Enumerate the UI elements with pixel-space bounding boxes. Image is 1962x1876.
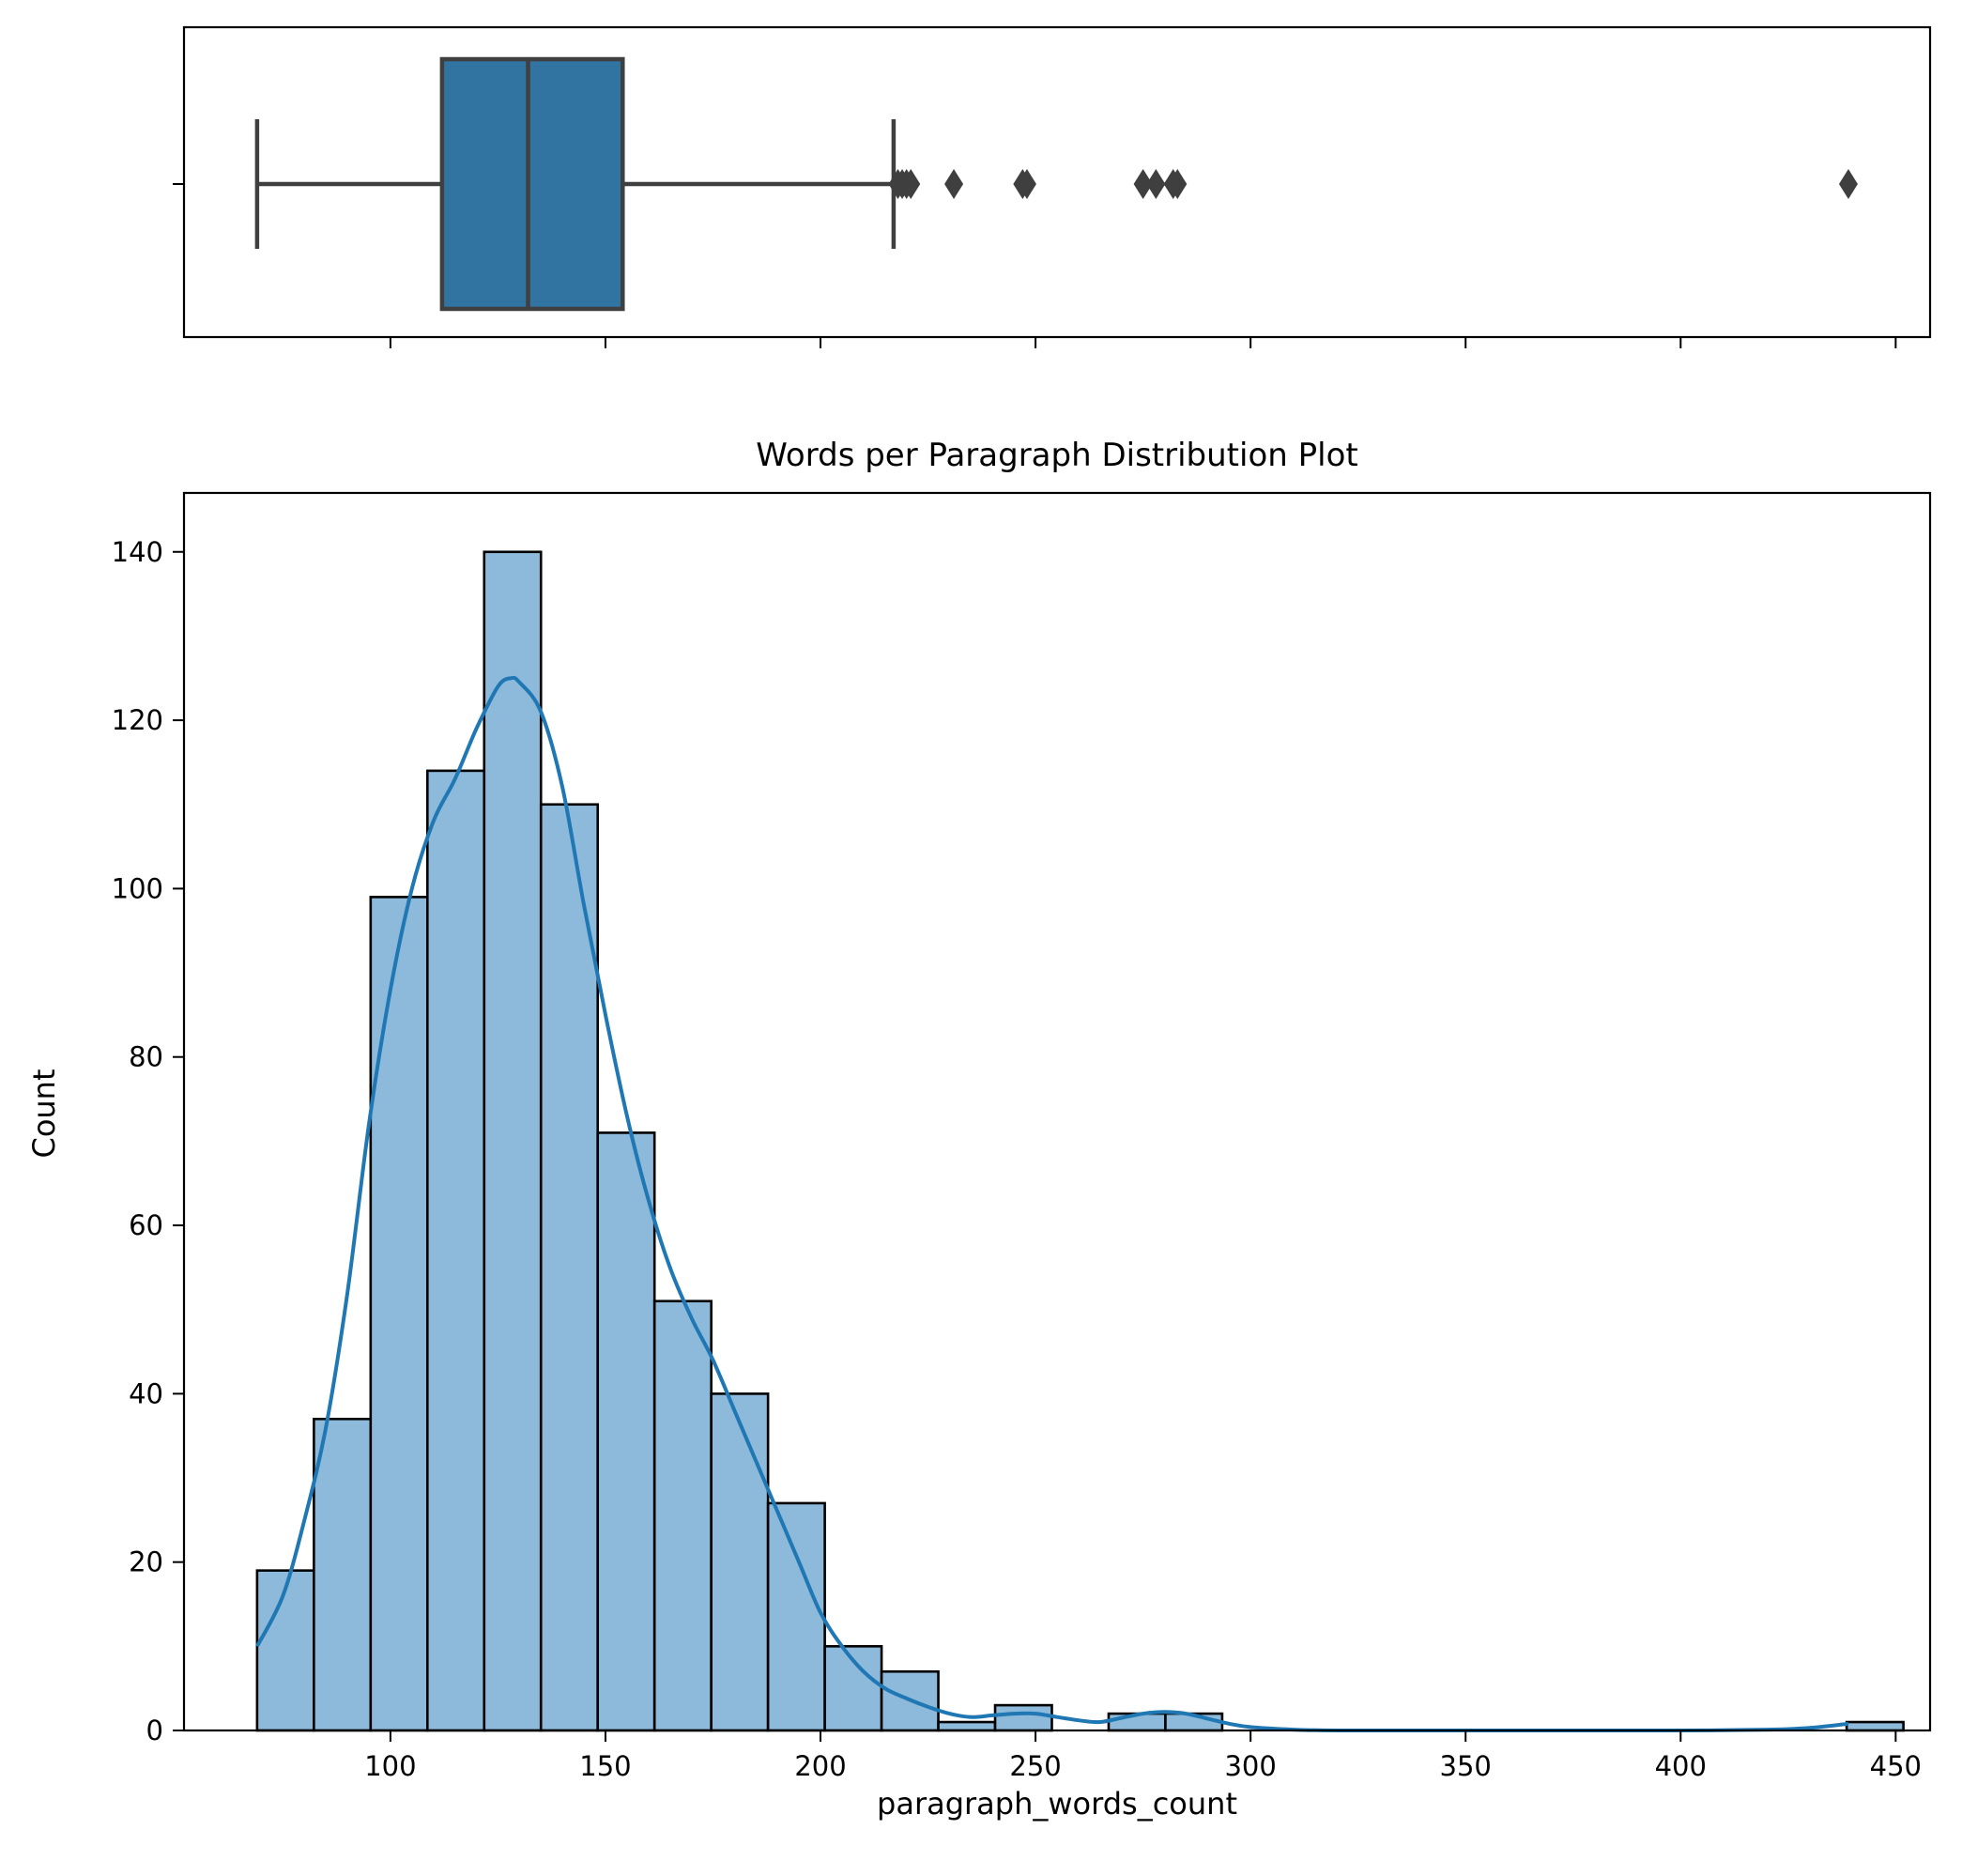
boxplot-x-ticks [389,337,1897,348]
outlier-point [944,169,964,199]
histogram-bars [255,550,1905,1732]
outlier-point [1838,169,1858,199]
x-tick-label: 400 [1655,1750,1707,1782]
boxplot-frame [182,25,1932,339]
kde-line [255,675,1849,1733]
histogram-bar [937,1720,997,1732]
histogram-bar [652,1299,713,1732]
x-tick-label: 450 [1870,1750,1922,1782]
histogram-bar [426,769,486,1732]
x-tick-label: 250 [1009,1750,1061,1782]
boxplot-body [254,56,897,312]
x-tick-label: 300 [1224,1750,1276,1782]
histogram-bar [483,550,543,1732]
boxplot-outliers [888,169,1858,199]
y-tick-label: 20 [129,1546,163,1578]
histogram-bar [1845,1720,1905,1732]
chart-title: Words per Paragraph Distribution Plot [756,437,1357,474]
x-tick-label: 200 [794,1750,846,1782]
histogram-bar [710,1392,770,1732]
y-axis-label: Count [26,1069,62,1158]
y-tick-label: 80 [129,1041,163,1073]
histogram-bar [313,1417,373,1732]
outlier-point [1168,169,1188,199]
x-axis-label: paragraph_words_count [877,1786,1237,1822]
y-tick-label: 120 [112,704,163,736]
x-tick-label: 350 [1440,1750,1492,1782]
outlier-point [1146,169,1166,199]
x-tick-label: 100 [364,1750,416,1782]
y-tick-label: 0 [146,1715,163,1746]
histogram-panel: Words per Paragraph Distribution Plot 10… [26,437,1932,1822]
outlier-point [1133,169,1153,199]
y-tick-label: 60 [129,1209,163,1241]
histogram-bar [596,1131,656,1732]
interquartile-box [439,56,625,312]
histogram-bar [766,1501,826,1732]
histogram-frame [182,491,1932,1732]
histogram-bar [993,1703,1053,1732]
y-tick-label: 140 [112,536,163,568]
histogram-x-ticks: 100 150 200 250 300 350 400 450 [364,1730,1922,1782]
histogram-bar [369,896,429,1732]
boxplot-panel [173,25,1932,348]
histogram-y-ticks: 0 20 40 60 80 100 120 140 [112,536,184,1746]
y-tick-label: 100 [112,872,163,904]
outlier-point [901,169,921,199]
histogram-bar [255,1569,315,1732]
x-tick-label: 150 [579,1750,631,1782]
outlier-point [1017,169,1036,199]
histogram-bar [539,803,600,1732]
y-tick-label: 40 [129,1377,163,1409]
